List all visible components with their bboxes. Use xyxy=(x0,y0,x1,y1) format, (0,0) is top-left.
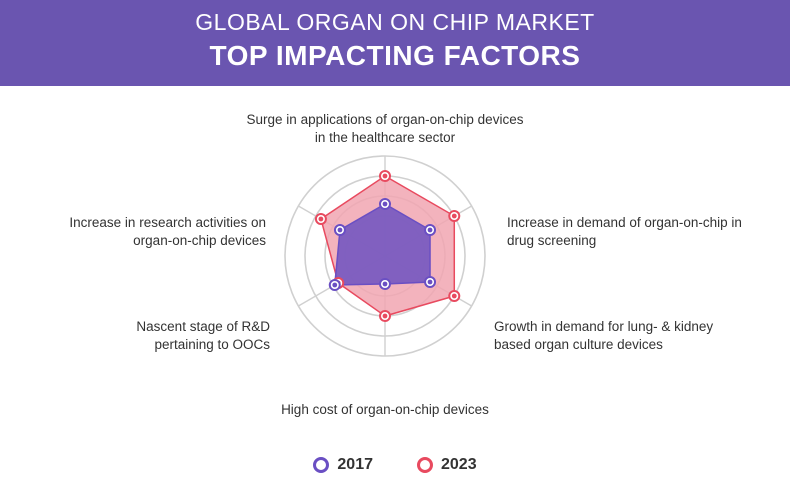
axis-label-line: Increase in research activities on xyxy=(69,215,266,230)
legend: 2017 2023 xyxy=(0,456,790,474)
axis-label-line: drug screening xyxy=(507,233,596,248)
axis-label-1: Increase in demand of organ-on-chip in dr… xyxy=(507,215,742,248)
axis-labels: Surge in applications of organ-on-chip d… xyxy=(69,112,742,417)
axis-label-0: Surge in applications of organ-on-chip d… xyxy=(247,112,524,145)
point-center-2023-2 xyxy=(451,293,457,299)
point-center-2017-4 xyxy=(332,282,338,288)
radar-chart: Surge in applications of organ-on-chip d… xyxy=(69,112,742,417)
axis-label-line: Increase in demand of organ-on-chip in xyxy=(507,215,742,230)
point-center-2023-3 xyxy=(382,313,388,319)
axis-label-line: based organ culture devices xyxy=(494,337,663,352)
axis-label-line: Surge in applications of organ-on-chip d… xyxy=(247,112,524,127)
point-center-2017-3 xyxy=(382,281,388,287)
legend-label: 2017 xyxy=(337,456,373,473)
point-center-2023-5 xyxy=(318,216,324,222)
radar-series xyxy=(314,170,461,322)
axis-label-5: Increase in research activities on organ-… xyxy=(69,215,266,248)
axis-label-line: organ-on-chip devices xyxy=(133,233,266,248)
axis-label-2: Growth in demand for lung- & kidney based… xyxy=(494,319,713,352)
point-center-2017-0 xyxy=(382,201,388,207)
chart-title-line1: GLOBAL ORGAN ON CHIP MARKET xyxy=(195,9,595,35)
axis-label-line: Nascent stage of R&D xyxy=(136,319,270,334)
legend-item-2017: 2017 xyxy=(313,456,373,474)
point-center-2017-5 xyxy=(337,227,343,233)
axis-label-line: High cost of organ-on-chip devices xyxy=(281,402,489,417)
legend-label: 2023 xyxy=(441,456,477,473)
point-center-2017-2 xyxy=(427,279,433,285)
chart-header: GLOBAL ORGAN ON CHIP MARKET TOP IMPACTIN… xyxy=(0,0,790,86)
point-center-2023-1 xyxy=(451,213,457,219)
legend-item-2023: 2023 xyxy=(417,456,477,474)
point-center-2017-1 xyxy=(427,227,433,233)
axis-label-4: Nascent stage of R&D pertaining to OOCs xyxy=(136,319,270,352)
axis-label-line: in the healthcare sector xyxy=(315,130,456,145)
axis-label-line: Growth in demand for lung- & kidney xyxy=(494,319,713,334)
point-center-2023-0 xyxy=(382,173,388,179)
chart-title-line2: TOP IMPACTING FACTORS xyxy=(209,40,581,71)
axis-label-line: pertaining to OOCs xyxy=(154,337,270,352)
legend-marker-icon xyxy=(417,457,433,473)
legend-marker-icon xyxy=(313,457,330,473)
axis-label-3: High cost of organ-on-chip devices xyxy=(281,402,489,417)
